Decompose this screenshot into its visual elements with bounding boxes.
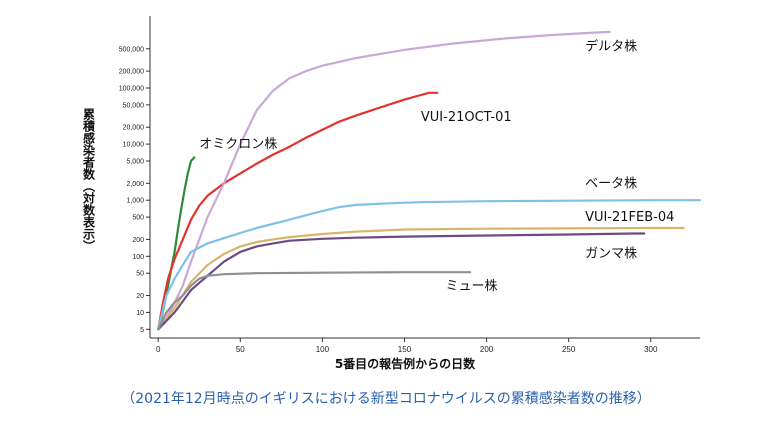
y-tick-label: 5 <box>140 327 144 334</box>
x-tick-label: 100 <box>316 345 330 354</box>
y-axis-label: 累積感染者数（対数表示） <box>82 108 96 252</box>
series-line <box>157 226 685 331</box>
series-line <box>157 91 439 331</box>
y-tick-label: 200 <box>132 237 144 244</box>
series-line <box>157 232 646 331</box>
chart-caption: （2021年12月時点のイギリスにおける新型コロナウイルスの累積感染者数の推移） <box>121 391 651 407</box>
y-tick-label: 20 <box>136 293 144 300</box>
y-tick-label: 100 <box>132 254 144 261</box>
series-label: ベータ株 <box>585 176 637 191</box>
x-axis-label: 5番目の報告例からの日数 <box>335 356 476 371</box>
series-line <box>157 199 702 331</box>
y-tick-label: 50,000 <box>123 102 145 109</box>
series-line <box>157 30 611 331</box>
y-tick-label: 50 <box>136 271 144 278</box>
series-label: デルタ株 <box>585 38 637 54</box>
x-tick-label: 300 <box>644 345 658 354</box>
x-tick-label: 200 <box>480 345 494 354</box>
series-label: ミュー株 <box>446 279 498 294</box>
y-tick-label: 10,000 <box>123 142 145 149</box>
y-tick-label: 10 <box>136 310 144 317</box>
y-tick-label: 5,000 <box>126 158 144 165</box>
x-tick-label: 50 <box>236 345 245 354</box>
series-label: VUI-21FEB-04 <box>585 210 674 225</box>
series-lines <box>157 30 702 331</box>
x-tick-label: 150 <box>398 345 412 354</box>
x-tick-label: 250 <box>562 345 576 354</box>
y-tick-label: 20,000 <box>123 125 145 132</box>
series-line <box>157 271 472 331</box>
series-label: ガンマ株 <box>585 247 637 262</box>
y-tick-label: 1,000 <box>126 198 144 205</box>
y-tick-label: 100,000 <box>119 85 144 92</box>
y-tick-label: 500,000 <box>119 46 144 53</box>
y-tick-label: 2,000 <box>126 181 144 188</box>
series-label: オミクロン株 <box>199 137 277 152</box>
y-tick-label: 200,000 <box>119 69 144 76</box>
y-axis-ticks: 5 10 20 50 100 200 500 1,000 2,000 5,000 10,000 20,… <box>119 46 150 334</box>
x-tick-label: 0 <box>156 345 161 354</box>
x-axis-ticks: 0 50 100 150 200 250 300 <box>156 338 658 354</box>
series-label: VUI-21OCT-01 <box>421 110 512 125</box>
y-tick-label: 500 <box>132 215 144 222</box>
